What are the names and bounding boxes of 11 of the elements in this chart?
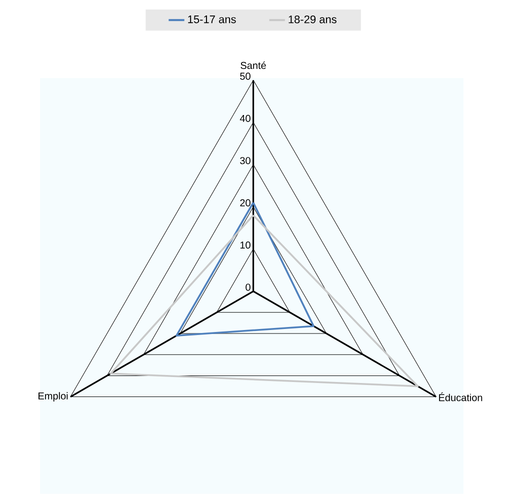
y-tick-label: 20: [240, 199, 250, 206]
y-tick-label: 10: [240, 242, 250, 249]
y-tick-label: 50: [240, 72, 250, 80]
y-tick-label: 40: [240, 114, 250, 122]
y-tick-label: 0: [246, 284, 250, 291]
spoke-label: Santé: [240, 62, 266, 70]
spoke-label: Emploi: [38, 392, 68, 402]
legend-label: 18-29 ans: [288, 16, 336, 24]
legend-label: 15-17 ans: [188, 16, 236, 24]
y-tick-label: 30: [240, 157, 250, 164]
spoke-label: Éducation: [439, 392, 482, 402]
